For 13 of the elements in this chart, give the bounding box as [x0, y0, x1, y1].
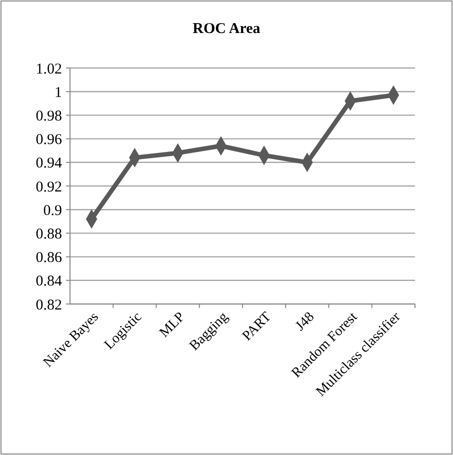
- y-tick-label: 1: [54, 84, 62, 101]
- y-tick-label: 0.92: [36, 179, 62, 196]
- y-tick-label: 0.86: [36, 250, 62, 266]
- y-tick-label: 0.84: [36, 274, 62, 290]
- y-tick-label: 1.02: [36, 61, 62, 78]
- y-tick-label: 0.96: [36, 132, 62, 148]
- chart-title: ROC Area: [192, 21, 261, 37]
- y-tick-label: 0.88: [36, 226, 62, 242]
- y-tick-label: 0.9: [43, 202, 62, 219]
- x-tick-label: J48: [293, 310, 318, 334]
- y-tick-label: 0.82: [36, 297, 62, 314]
- y-tick-label: 0.94: [36, 156, 62, 172]
- y-tick-label: 0.98: [36, 108, 62, 124]
